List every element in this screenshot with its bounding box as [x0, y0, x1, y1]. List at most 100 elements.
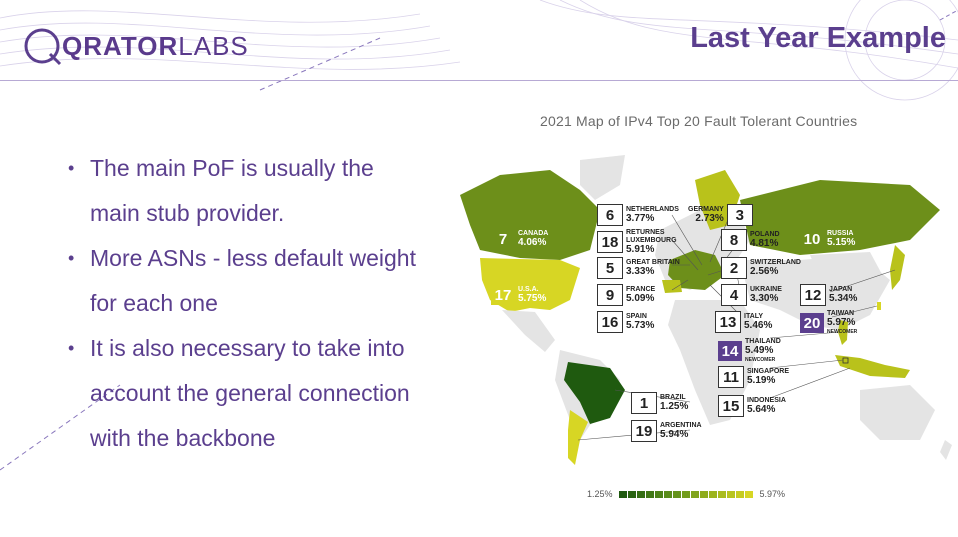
country-label: 17 U.S.A. 5.75%	[491, 285, 546, 305]
country-label: 7 CANADA 4.06%	[491, 229, 548, 249]
rank-badge: 2	[721, 257, 747, 279]
country-label: 18 RETURNES LUXEMBOURG 5.91%	[597, 229, 677, 255]
country-label: 4 UKRAINE 3.30%	[721, 284, 782, 306]
qrator-labs-logo: QRATORLABS	[22, 26, 249, 66]
rank-badge: 15	[718, 395, 744, 417]
rank-badge: 10	[800, 229, 824, 249]
header-divider	[0, 80, 958, 81]
country-name: GERMANY	[688, 206, 724, 213]
rank-badge: 5	[597, 257, 623, 279]
country-label: 15 INDONESIA 5.64%	[718, 395, 786, 417]
country-name: SINGAPORE	[747, 368, 790, 375]
rank-badge: 14	[718, 341, 742, 361]
country-value: 3.33%	[626, 266, 655, 277]
country-label: 5 GREAT BRITAIN 3.33%	[597, 257, 680, 279]
country-label: 3 GERMANY 2.73%	[688, 204, 753, 226]
country-value: 3.30%	[750, 293, 779, 304]
bullet-item: More ASNs - less default weight for each…	[68, 236, 428, 326]
rank-badge: 11	[718, 366, 744, 388]
country-value: 4.81%	[750, 238, 779, 249]
country-name: ARGENTINA	[660, 422, 702, 429]
country-label: 2 SWITZERLAND 2.56%	[721, 257, 801, 279]
country-label: 11 SINGAPORE 5.19%	[718, 366, 789, 388]
japan-shape	[890, 245, 905, 290]
country-value: 5.46%	[744, 320, 773, 331]
rank-badge: 9	[597, 284, 623, 306]
country-label: 8 POLAND 4.81%	[721, 229, 780, 251]
country-value: 5.49%	[745, 345, 774, 356]
newcomer-note: NEWCOMER	[827, 329, 858, 335]
rank-badge: 3	[726, 204, 753, 226]
russia-shape	[740, 180, 940, 255]
indonesia-shape	[835, 355, 910, 378]
country-value: 5.75%	[518, 293, 547, 304]
country-value: 5.34%	[829, 293, 858, 304]
country-label: 1 BRAZIL 1.25%	[631, 392, 688, 414]
country-name: JAPAN	[829, 286, 853, 293]
greenland-shape	[580, 155, 625, 200]
country-name: FRANCE	[626, 286, 656, 293]
slide-title: Last Year Example	[690, 22, 946, 54]
map-title: 2021 Map of IPv4 Top 20 Fault Tolerant C…	[540, 113, 858, 129]
new-zealand-shape	[940, 440, 952, 460]
country-value: 5.09%	[626, 293, 655, 304]
australia-shape	[860, 385, 935, 440]
logo-text-light: LABS	[178, 30, 249, 61]
rank-badge: 19	[631, 420, 657, 442]
brazil-shape	[564, 362, 625, 424]
country-name: POLAND	[750, 231, 780, 238]
country-name: UKRAINE	[750, 286, 782, 293]
country-name: RUSSIA	[827, 230, 854, 237]
country-value: 3.77%	[626, 213, 655, 224]
rank-badge: 7	[491, 229, 515, 249]
taiwan-shape	[877, 302, 881, 310]
country-name: GREAT BRITAIN	[626, 259, 680, 266]
country-name: THAILAND	[745, 338, 781, 345]
country-value: 4.06%	[518, 237, 547, 248]
country-value: 5.91%	[626, 244, 655, 255]
rank-badge: 17	[491, 285, 515, 305]
country-value: 5.19%	[747, 375, 776, 386]
rank-badge: 20	[800, 313, 824, 333]
country-value: 2.56%	[750, 266, 779, 277]
country-name: RETURNES LUXEMBOURG	[626, 229, 677, 244]
country-label: 20 TAIWAN 5.97% NEWCOMER	[800, 310, 857, 336]
argentina-shape	[568, 410, 588, 465]
bullet-item: The main PoF is usually the main stub pr…	[68, 146, 428, 236]
country-label: 9 FRANCE 5.09%	[597, 284, 655, 306]
country-value: 5.73%	[626, 320, 655, 331]
mexico-shape	[502, 310, 555, 352]
country-name: SPAIN	[626, 313, 647, 320]
country-label: 12 JAPAN 5.34%	[800, 284, 857, 306]
country-value: 5.15%	[827, 237, 856, 248]
country-value: 5.64%	[747, 404, 776, 415]
country-label: 6 NETHERLANDS 3.77%	[597, 204, 679, 226]
thailand-shape	[838, 320, 848, 345]
rank-badge: 1	[631, 392, 657, 414]
rank-badge: 13	[715, 311, 741, 333]
china-shape	[810, 252, 885, 300]
rank-badge: 18	[597, 231, 623, 253]
map-legend: 1.25% 5.97%	[587, 489, 785, 499]
bullet-list: The main PoF is usually the main stub pr…	[68, 146, 428, 461]
country-label: 14 THAILAND 5.49% NEWCOMER	[718, 338, 781, 364]
rank-badge: 8	[721, 229, 747, 251]
rank-badge: 12	[800, 284, 826, 306]
country-name: CANADA	[518, 230, 549, 237]
country-label: 19 ARGENTINA 5.94%	[631, 420, 702, 442]
legend-min: 1.25%	[587, 489, 613, 499]
bullet-item: It is also necessary to take into accoun…	[68, 326, 428, 461]
spain-shape	[662, 280, 682, 293]
legend-gradient-bar	[618, 490, 754, 498]
qrator-logo-icon	[24, 28, 62, 66]
country-name: ITALY	[744, 313, 764, 320]
rank-badge: 6	[597, 204, 623, 226]
country-value: 5.97%	[827, 317, 856, 328]
singapore-marker	[842, 357, 849, 364]
country-value: 5.94%	[660, 429, 689, 440]
country-value: 2.73%	[695, 213, 724, 224]
country-name: BRAZIL	[660, 394, 686, 401]
rank-badge: 16	[597, 311, 623, 333]
country-name: U.S.A.	[518, 286, 539, 293]
